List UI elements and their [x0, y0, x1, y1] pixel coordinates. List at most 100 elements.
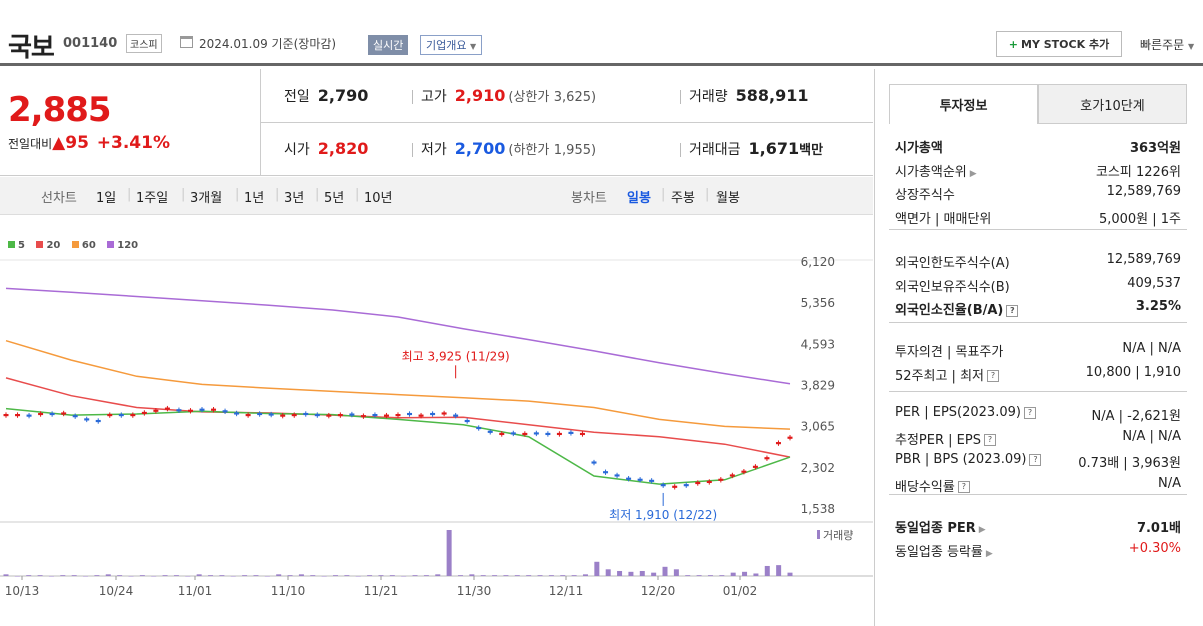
candle — [176, 409, 182, 412]
info-row: 52주최고 | 최저? 10,800 | 1,910 — [895, 365, 1181, 384]
up-triangle-icon: ▲ — [52, 133, 66, 153]
add-my-stock-button[interactable]: + MY STOCK 추가 — [996, 31, 1122, 57]
info-row: 액면가 | 매매단위 5,000원 | 1주 — [895, 208, 1181, 227]
help-icon[interactable]: ? — [983, 434, 996, 446]
candle-weekly[interactable]: 주봉 — [671, 191, 695, 206]
divider: | — [275, 187, 280, 202]
period-10y[interactable]: 10년 — [364, 191, 393, 206]
prev-close-label: 전일 — [284, 89, 310, 105]
chevron-right-icon[interactable]: ▶ — [978, 525, 986, 535]
candle — [372, 414, 378, 417]
price-chart[interactable]: 6,120 5,356 4,593 3,829 3,065 2,302 1,538 10/13… — [0, 232, 873, 602]
candle-daily[interactable]: 일봉 — [627, 191, 651, 206]
volume-label: 거래량 — [823, 529, 853, 542]
tab-orderbook[interactable]: 호가10단계 — [1038, 84, 1187, 124]
info-row-value: N/A — [1158, 475, 1181, 491]
candle — [775, 442, 781, 445]
divider — [889, 322, 1187, 323]
volume-bar — [423, 575, 429, 576]
info-row-label: 투자의견 | 목표주가 — [895, 345, 1004, 360]
candle — [360, 415, 366, 418]
volume-bar — [287, 575, 293, 576]
period-3m[interactable]: 3개월 — [190, 191, 223, 206]
candle-chart-label: 봉차트 — [571, 191, 607, 206]
series-line-ma60 — [5, 339, 791, 430]
corp-overview-dropdown[interactable]: 기업개요 ▼ — [420, 35, 483, 55]
info-row: 외국인소진율(B/A)? 3.25% — [895, 299, 1181, 318]
x-tick-label: 11/01 — [178, 584, 213, 598]
candle — [407, 412, 413, 416]
volume-bar — [344, 575, 350, 576]
help-icon[interactable]: ? — [1029, 453, 1042, 466]
y-tick-label: 2,302 — [801, 461, 835, 475]
volume-bar — [185, 576, 191, 577]
info-row-value: 363억원 — [1129, 141, 1181, 156]
realtime-button[interactable]: 실시간 — [368, 35, 409, 55]
candle — [107, 414, 113, 417]
help-icon[interactable]: ? — [987, 370, 999, 382]
volume-bar — [26, 575, 32, 576]
help-icon[interactable]: ? — [1006, 304, 1019, 317]
candle — [141, 411, 147, 415]
quick-order-dropdown[interactable]: 빠른주문 ▼ — [1140, 36, 1194, 53]
volume-bar — [94, 575, 100, 576]
chevron-right-icon[interactable]: ▶ — [985, 548, 993, 559]
candle — [476, 426, 482, 430]
candle — [568, 431, 574, 434]
candle — [3, 414, 9, 417]
volume-bar — [628, 571, 634, 576]
info-row: 동일업종 PER ▶ 7.01배 — [895, 517, 1181, 536]
upper-limit-value: 3,625) — [553, 90, 597, 105]
tab-invest-info[interactable]: 투자정보 — [889, 84, 1038, 124]
y-tick-label: 5,356 — [801, 296, 835, 310]
period-1w[interactable]: 1주일 — [136, 191, 169, 206]
prev-close: 전일 2,790 — [284, 86, 368, 106]
corp-overview-label: 기업개요 — [426, 39, 467, 52]
volume-bar — [14, 576, 20, 577]
legend-ma5: 5 — [8, 240, 25, 251]
info-row: 배당수익률? N/A — [895, 476, 1181, 495]
help-icon[interactable]: ? — [1023, 406, 1036, 419]
volume-bar — [457, 575, 463, 576]
candle — [49, 412, 55, 416]
x-tick-label: 11/10 — [271, 584, 306, 598]
help-icon[interactable]: ? — [957, 481, 970, 493]
low-label: 저가 — [421, 142, 447, 158]
chevron-right-icon[interactable]: ▶ — [969, 168, 977, 179]
series-line-ma120 — [5, 287, 791, 385]
candle — [130, 414, 136, 417]
volume-bar — [696, 575, 702, 576]
candle — [118, 414, 124, 417]
volume-bar — [594, 561, 600, 576]
info-row: 외국인보유주식수(B) 409,537 — [895, 276, 1181, 295]
calendar-icon — [180, 36, 193, 48]
divider — [889, 391, 1187, 392]
divider — [680, 143, 681, 157]
stock-header: 국보 001140 코스피 2024.01.09 기준(장마감) 실시간 기업개… — [0, 0, 1203, 66]
volume-bar — [401, 576, 407, 577]
volume-bar — [730, 572, 736, 576]
volume-bar — [787, 572, 793, 576]
info-tabs: 투자정보 호가10단계 — [889, 84, 1187, 124]
volume-bar — [196, 574, 202, 576]
info-row-value: 5,000원 | 1주 — [1098, 211, 1181, 227]
candle — [84, 418, 90, 421]
info-row-label: 액면가 | 매매단위 — [895, 211, 992, 227]
period-5y[interactable]: 5년 — [324, 191, 345, 206]
candle — [153, 409, 159, 412]
prev-close-value: 2,790 — [317, 86, 369, 105]
volume-bar — [128, 576, 134, 577]
stock-name: 국보 — [8, 33, 55, 63]
candle — [464, 419, 470, 423]
volume-bar — [219, 575, 225, 576]
candle — [579, 432, 585, 436]
candle — [199, 408, 205, 411]
volume-bar — [742, 571, 748, 576]
candle-monthly[interactable]: 월봉 — [716, 191, 740, 206]
period-1y[interactable]: 1년 — [244, 191, 265, 206]
period-3y[interactable]: 3년 — [284, 191, 305, 206]
period-1d[interactable]: 1일 — [96, 191, 117, 206]
info-row-label: 동일업종 등락률 ▶ — [895, 544, 993, 560]
candle — [383, 414, 389, 417]
volume-bar — [60, 575, 66, 576]
